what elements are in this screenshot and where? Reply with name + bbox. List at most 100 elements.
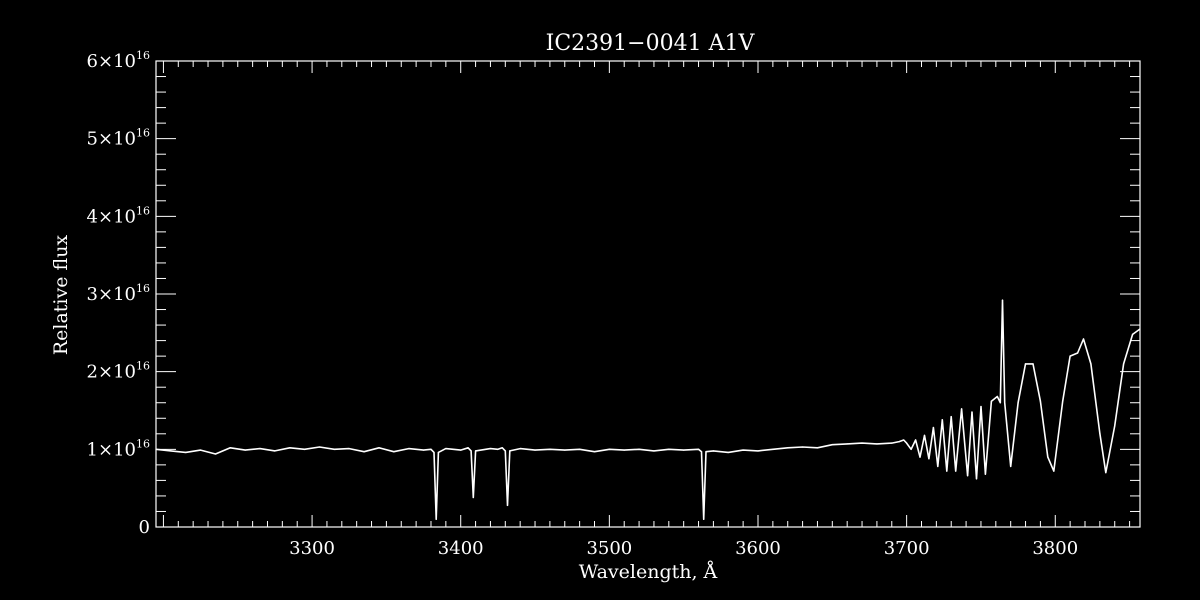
data-point [990, 400, 993, 402]
chart-title: IC2391−0041 A1V [546, 31, 756, 56]
data-point [1039, 400, 1041, 402]
data-point [433, 451, 435, 453]
data-point [1105, 472, 1107, 474]
data-point [393, 451, 395, 453]
data-point [437, 451, 439, 453]
data-point [703, 518, 705, 520]
data-point [170, 450, 172, 452]
y-tick-label: 6×1016 [87, 49, 150, 72]
data-point [214, 453, 217, 455]
data-point [1053, 470, 1055, 472]
data-point [742, 449, 744, 451]
data-point [318, 446, 321, 448]
data-point [1024, 363, 1027, 365]
data-point [445, 448, 447, 450]
data-point [435, 518, 437, 520]
data-point [932, 427, 935, 429]
data-point [831, 444, 833, 446]
data-point [1123, 363, 1125, 365]
data-point [1032, 363, 1034, 365]
data-point [467, 447, 469, 449]
data-point [903, 439, 905, 441]
data-point [941, 419, 943, 421]
data-point [1004, 402, 1006, 404]
data-point [348, 448, 350, 450]
data-point [1090, 363, 1092, 365]
data-point [274, 450, 276, 452]
data-point [1047, 456, 1049, 458]
data-point [727, 451, 729, 453]
data-point [1062, 400, 1064, 402]
x-axis-label: Wavelength, Å [579, 561, 718, 583]
data-point [472, 496, 474, 499]
y-tick-label: 4×1016 [87, 204, 150, 227]
data-point [229, 447, 231, 449]
data-point [910, 448, 912, 450]
data-point [378, 447, 380, 449]
data-point [1099, 433, 1101, 435]
data-point [898, 441, 900, 443]
data-point [1077, 352, 1079, 354]
data-point [497, 448, 499, 450]
data-point [289, 447, 291, 449]
data-point [408, 448, 410, 450]
x-tick-label: 3300 [289, 538, 335, 559]
data-point [937, 465, 939, 467]
y-tick-label: 5×1016 [87, 127, 150, 150]
plot-frame [155, 60, 1141, 528]
data-point [967, 475, 969, 477]
data-point [980, 406, 982, 408]
data-point [259, 448, 261, 450]
data-point [772, 448, 774, 450]
data-point [304, 448, 306, 450]
data-point [697, 448, 700, 450]
data-point [919, 456, 921, 458]
data-point [638, 448, 640, 450]
data-point [504, 450, 506, 452]
data-point [564, 449, 566, 451]
x-tick-label: 3500 [586, 538, 632, 559]
data-point [923, 434, 926, 436]
data-point [501, 447, 503, 449]
data-point [891, 442, 893, 444]
y-tick-label: 3×1016 [87, 282, 150, 305]
x-tick-label: 3600 [735, 538, 781, 559]
data-point [534, 449, 536, 451]
y-tick-label: 0 [139, 517, 150, 538]
data-point [876, 443, 878, 445]
series-group [155, 299, 1141, 520]
data-point [846, 443, 848, 445]
data-point [470, 450, 472, 452]
data-point [363, 451, 365, 453]
data-point [1017, 402, 1019, 404]
data-point [802, 446, 804, 448]
data-point [1132, 333, 1134, 335]
y-tick-label: 1×1016 [87, 437, 150, 460]
data-point [185, 451, 187, 453]
data-point [1069, 355, 1071, 357]
data-point [971, 411, 973, 413]
data-point [700, 451, 703, 453]
data-point [509, 450, 511, 452]
data-point [653, 450, 655, 452]
data-point [1114, 425, 1116, 427]
x-tick-label: 3400 [438, 538, 484, 559]
data-point [946, 470, 948, 472]
y-axis-label: Relative flux [50, 235, 72, 356]
tick-labels: 3300 3400 3500 3600 3700 3800 0 1×1016 2×1016 3×1… [87, 49, 1079, 559]
data-point [915, 439, 917, 441]
data-point [683, 449, 685, 451]
data-point [430, 448, 432, 450]
data-point [996, 395, 998, 398]
data-point [961, 408, 963, 410]
data-point [955, 470, 957, 472]
data-point [984, 473, 987, 475]
axis-ticks [156, 60, 1140, 528]
data-point [928, 458, 930, 460]
data-point [506, 504, 509, 506]
data-point [1001, 299, 1004, 301]
y-tick-label: 2×1016 [87, 360, 150, 383]
data-point [712, 450, 715, 452]
data-point [549, 448, 551, 450]
